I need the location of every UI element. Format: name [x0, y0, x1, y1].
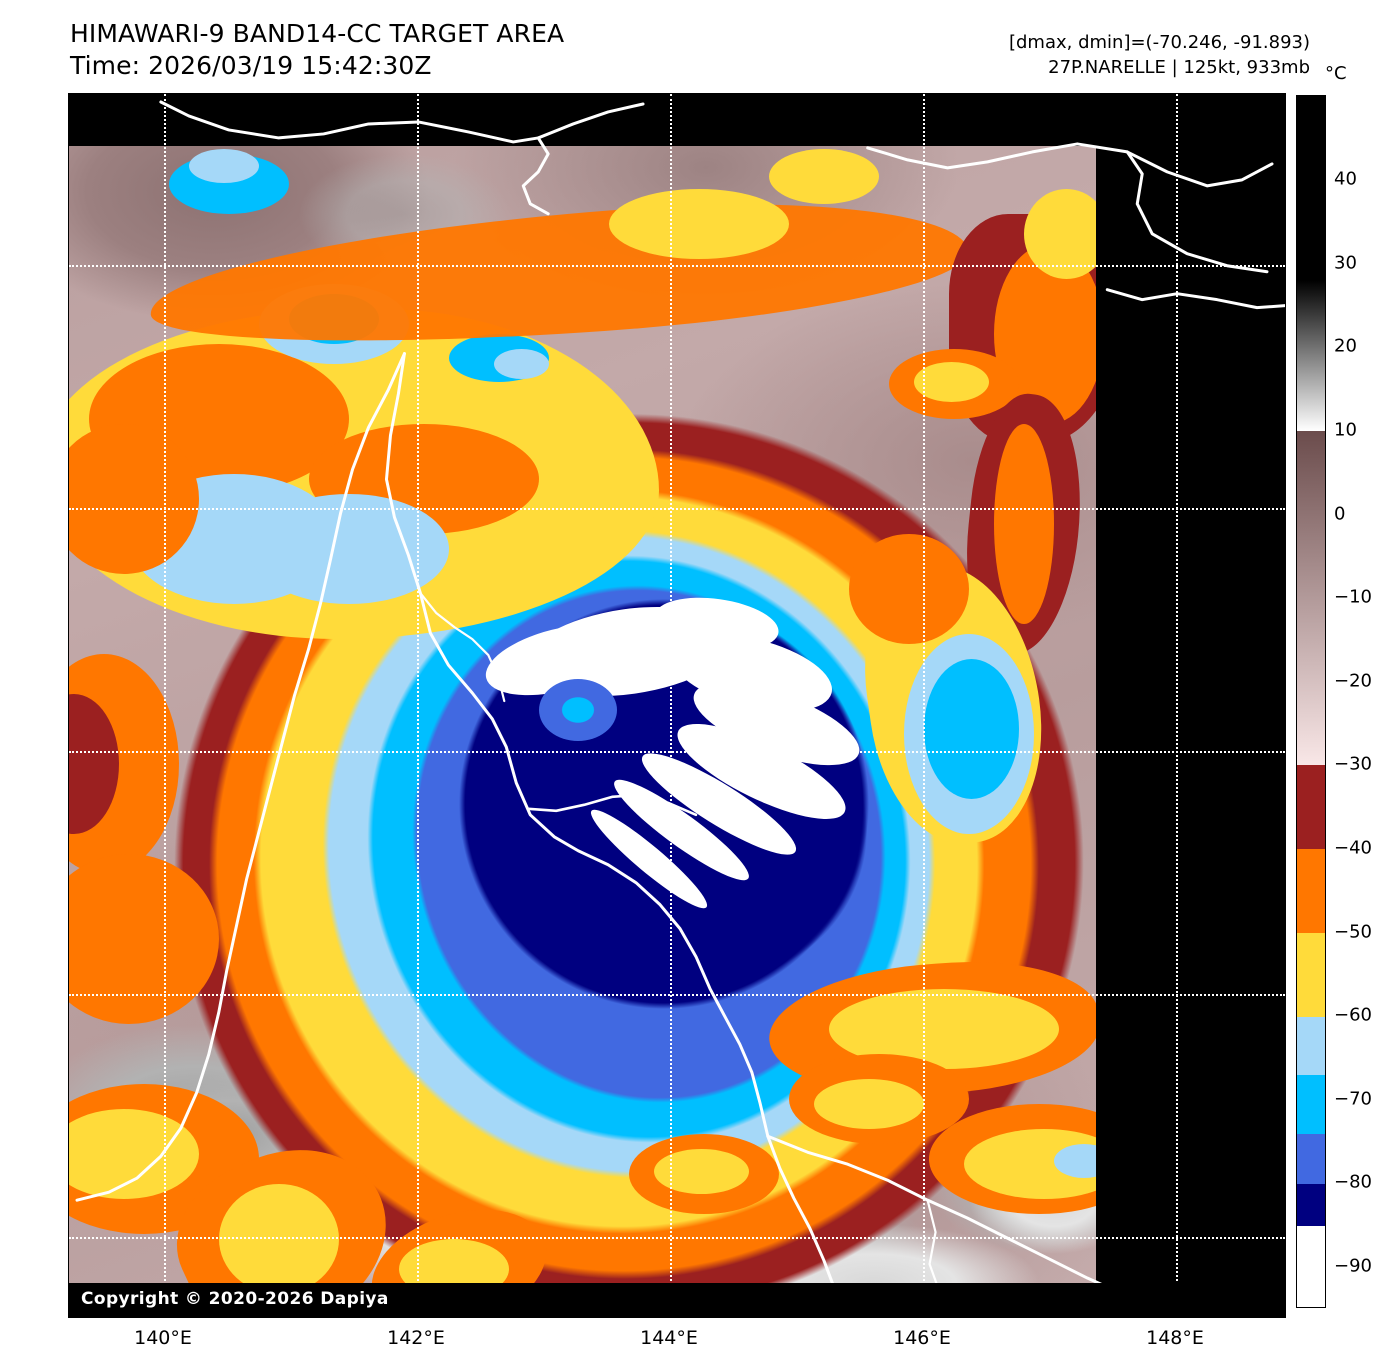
xtick-140E: 140°E: [134, 1327, 192, 1349]
cbar-tick-30: 30: [1334, 252, 1357, 274]
outer-convection-cells: [69, 94, 1096, 1317]
cbar-tick-10: 10: [1334, 419, 1357, 441]
cbar-seg-mauve: [1297, 431, 1325, 765]
cbar-tick-m10: −10: [1334, 586, 1372, 608]
cbar-seg-dark-red: [1297, 765, 1325, 849]
cbar-seg-yellow: [1297, 933, 1325, 1017]
xtick-148E: 148°E: [1146, 1327, 1204, 1349]
cbar-seg-royal-blue: [1297, 1134, 1325, 1184]
gridline-lon-144: [670, 94, 672, 1317]
cbar-tick-m70: −70: [1334, 1088, 1372, 1110]
storm-eye: [539, 679, 617, 741]
cbar-tick-m80: −80: [1334, 1171, 1372, 1193]
cbar-seg-greyscale: [1297, 280, 1325, 431]
dmax-dmin-readout: [dmax, dmin]=(-70.246, -91.893): [1008, 32, 1310, 53]
copyright-text: Copyright © 2020-2026 Dapiya: [81, 1289, 389, 1309]
gridline-lon-146: [923, 94, 925, 1317]
cbar-tick-m90: −90: [1334, 1255, 1372, 1277]
cbar-tick-40: 40: [1334, 168, 1357, 190]
gridline-lon-140: [164, 94, 166, 1317]
storm-info: 27P.NARELLE | 125kt, 933mb: [1048, 57, 1310, 78]
title-block: HIMAWARI-9 BAND14-CC TARGET AREA Time: 2…: [70, 18, 564, 82]
cbar-tick-m40: −40: [1334, 837, 1372, 859]
xtick-146E: 146°E: [893, 1327, 951, 1349]
page-title: HIMAWARI-9 BAND14-CC TARGET AREA: [70, 19, 565, 48]
gridline-lat-18: [69, 1237, 1285, 1239]
cbar-tick-m50: −50: [1334, 921, 1372, 943]
metadata-block: [dmax, dmin]=(-70.246, -91.893) 27P.NARE…: [1009, 30, 1310, 80]
cold-cloud-shield: [69, 94, 1096, 1317]
gridline-lat-12: [69, 508, 1285, 510]
cbar-seg-cyan: [1297, 1075, 1325, 1134]
coastline-overlay: [75, 100, 1285, 1317]
xtick-144E: 144°E: [640, 1327, 698, 1349]
cbar-seg-orange: [1297, 849, 1325, 933]
cbar-seg-white: [1297, 1226, 1325, 1307]
gridline-lat-14: [69, 751, 1285, 753]
copyright-bar: Copyright © 2020-2026 Dapiya: [69, 1283, 1285, 1317]
gridline-lat-16: [69, 994, 1285, 996]
cbar-tick-20: 20: [1334, 335, 1357, 357]
cbar-seg-black: [1297, 96, 1325, 280]
timestamp: Time: 2026/03/19 15:42:30Z: [70, 51, 432, 80]
colorbar-unit-label: °C: [1325, 63, 1347, 84]
gridline-lat-10: [69, 265, 1285, 267]
cbar-tick-m20: −20: [1334, 670, 1372, 692]
cbar-seg-light-blue: [1297, 1017, 1325, 1075]
no-data-region: [1096, 94, 1285, 1317]
cbar-tick-0: 0: [1334, 503, 1346, 525]
gridline-lon-142: [417, 94, 419, 1317]
xtick-142E: 142°E: [387, 1327, 445, 1349]
cbar-tick-m30: −30: [1334, 753, 1372, 775]
cbar-tick-m60: −60: [1334, 1004, 1372, 1026]
satellite-image-plot[interactable]: Copyright © 2020-2026 Dapiya: [68, 93, 1286, 1318]
colorbar[interactable]: [1296, 95, 1326, 1308]
cbar-seg-navy: [1297, 1184, 1325, 1226]
gridline-lon-148: [1176, 94, 1178, 1317]
